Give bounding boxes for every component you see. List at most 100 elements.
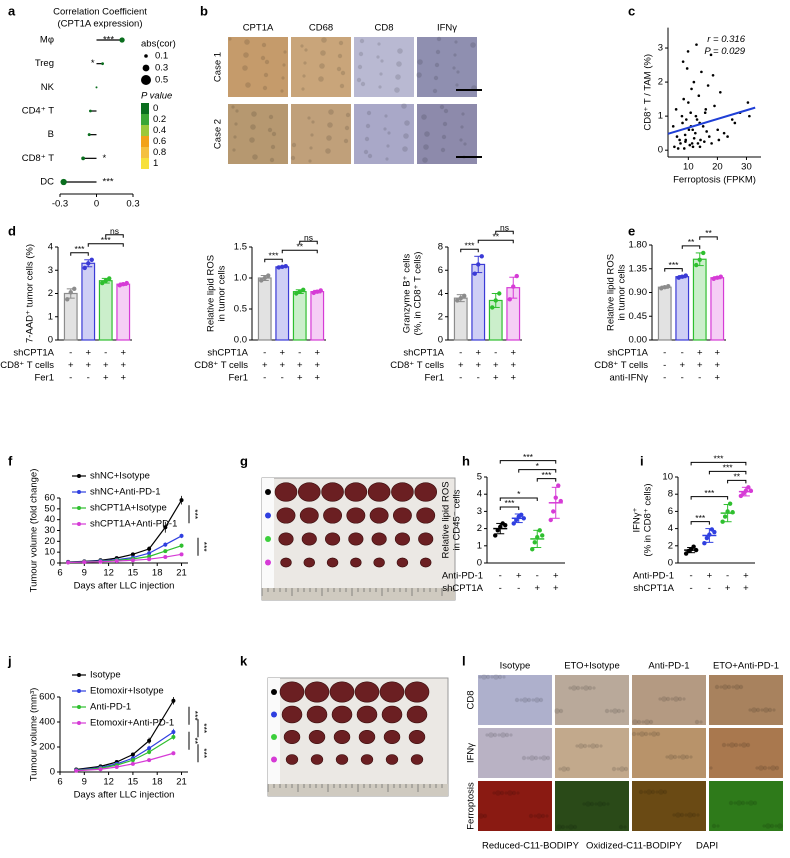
y-tick-label: 0.45 xyxy=(629,311,648,322)
color-legend-label: 0.8 xyxy=(153,147,166,158)
condition-mark: - xyxy=(477,373,480,384)
texture xyxy=(526,756,530,760)
category-label: Treg xyxy=(35,58,54,69)
group-dot xyxy=(271,756,277,763)
texture xyxy=(251,111,257,117)
texture xyxy=(481,674,487,680)
texture xyxy=(648,719,654,725)
texture xyxy=(245,82,251,88)
y-tick-label: 0 xyxy=(50,558,55,569)
texture xyxy=(424,131,430,137)
data-point xyxy=(455,298,460,303)
scatter-point xyxy=(680,114,684,118)
y-axis-label: (% in CD8⁺ cells) xyxy=(643,483,654,556)
panel-letter: e xyxy=(628,223,635,238)
y-axis-label: (%, in CD8⁺ T cells) xyxy=(413,252,424,336)
scatter-point xyxy=(692,136,696,140)
legend-label: Etomoxir+Anti-PD-1 xyxy=(90,718,174,729)
condition-mark: + xyxy=(516,571,522,582)
tumour xyxy=(371,532,387,546)
texture xyxy=(490,675,494,679)
scatter-point xyxy=(681,121,684,125)
y-tick-label: 10 xyxy=(44,547,55,558)
condition-mark: + xyxy=(314,360,320,371)
texture xyxy=(320,50,326,56)
scatter-point xyxy=(686,50,690,53)
texture xyxy=(658,789,664,795)
legend-marker xyxy=(77,506,81,510)
x-tick-label: 12 xyxy=(103,777,114,788)
color-legend-label: 1 xyxy=(153,158,158,169)
category-label: B xyxy=(48,129,54,140)
texture xyxy=(662,789,668,795)
texture xyxy=(755,766,759,770)
micrograph xyxy=(478,675,552,725)
texture xyxy=(453,53,457,57)
texture xyxy=(769,823,775,829)
lollipop-dot xyxy=(87,133,91,137)
size-legend-label: 0.1 xyxy=(155,51,168,62)
scatter-point xyxy=(685,118,688,121)
tumour xyxy=(354,681,380,703)
tumour xyxy=(331,705,353,724)
texture xyxy=(755,707,761,713)
y-tick-label: 2 xyxy=(438,311,443,322)
legend-marker xyxy=(77,705,81,709)
bar xyxy=(98,280,113,341)
data-point xyxy=(532,540,537,545)
series-line xyxy=(76,700,174,771)
texture xyxy=(262,85,268,91)
group-dot xyxy=(271,689,277,695)
y-tick-label: 1 xyxy=(48,311,53,322)
texture xyxy=(395,74,401,80)
tumour xyxy=(321,482,344,502)
size-legend-dot xyxy=(142,64,150,72)
panel-letter: h xyxy=(462,453,470,468)
scatter-point xyxy=(676,147,680,150)
data-point xyxy=(720,519,725,524)
condition-mark: - xyxy=(690,583,693,594)
texture xyxy=(301,87,305,91)
data-point xyxy=(103,278,108,283)
scatter-point xyxy=(673,145,676,149)
significance-bracket xyxy=(664,268,683,272)
x-tick-label: 21 xyxy=(176,568,187,579)
texture xyxy=(401,103,407,109)
data-point xyxy=(730,510,735,515)
texture xyxy=(694,719,700,725)
tumour xyxy=(385,754,399,765)
significance-bracket xyxy=(690,521,710,525)
texture xyxy=(572,824,578,830)
texture xyxy=(244,39,250,45)
condition-mark: - xyxy=(726,571,729,582)
condition-name: Anti-PD-1 xyxy=(633,571,674,582)
texture xyxy=(235,109,239,113)
significance-label: *** xyxy=(465,241,476,251)
data-point xyxy=(511,521,516,526)
panel-letter: l xyxy=(462,653,466,668)
legend-label: Etomoxir+Isotype xyxy=(90,686,164,697)
texture xyxy=(612,708,618,714)
row-label: CD8 xyxy=(466,690,477,709)
column-label: CD8 xyxy=(374,23,393,34)
condition-mark: + xyxy=(510,360,516,371)
condition-mark: + xyxy=(725,583,731,594)
condition-mark: + xyxy=(103,360,109,371)
series-marker xyxy=(179,533,184,538)
texture xyxy=(308,159,312,163)
texture xyxy=(434,62,440,68)
texture xyxy=(636,719,642,725)
texture xyxy=(488,732,494,738)
bar xyxy=(292,291,307,341)
y-tick-label: 2 xyxy=(668,540,673,551)
data-point xyxy=(537,528,542,533)
texture xyxy=(504,791,508,795)
data-point xyxy=(727,501,733,506)
y-tick-label: 4 xyxy=(438,288,443,299)
data-point xyxy=(676,275,681,280)
texture xyxy=(631,731,637,737)
scatter-point xyxy=(691,128,695,132)
texture xyxy=(385,157,389,161)
condition-mark: + xyxy=(553,571,559,582)
condition-mark: - xyxy=(499,571,502,582)
